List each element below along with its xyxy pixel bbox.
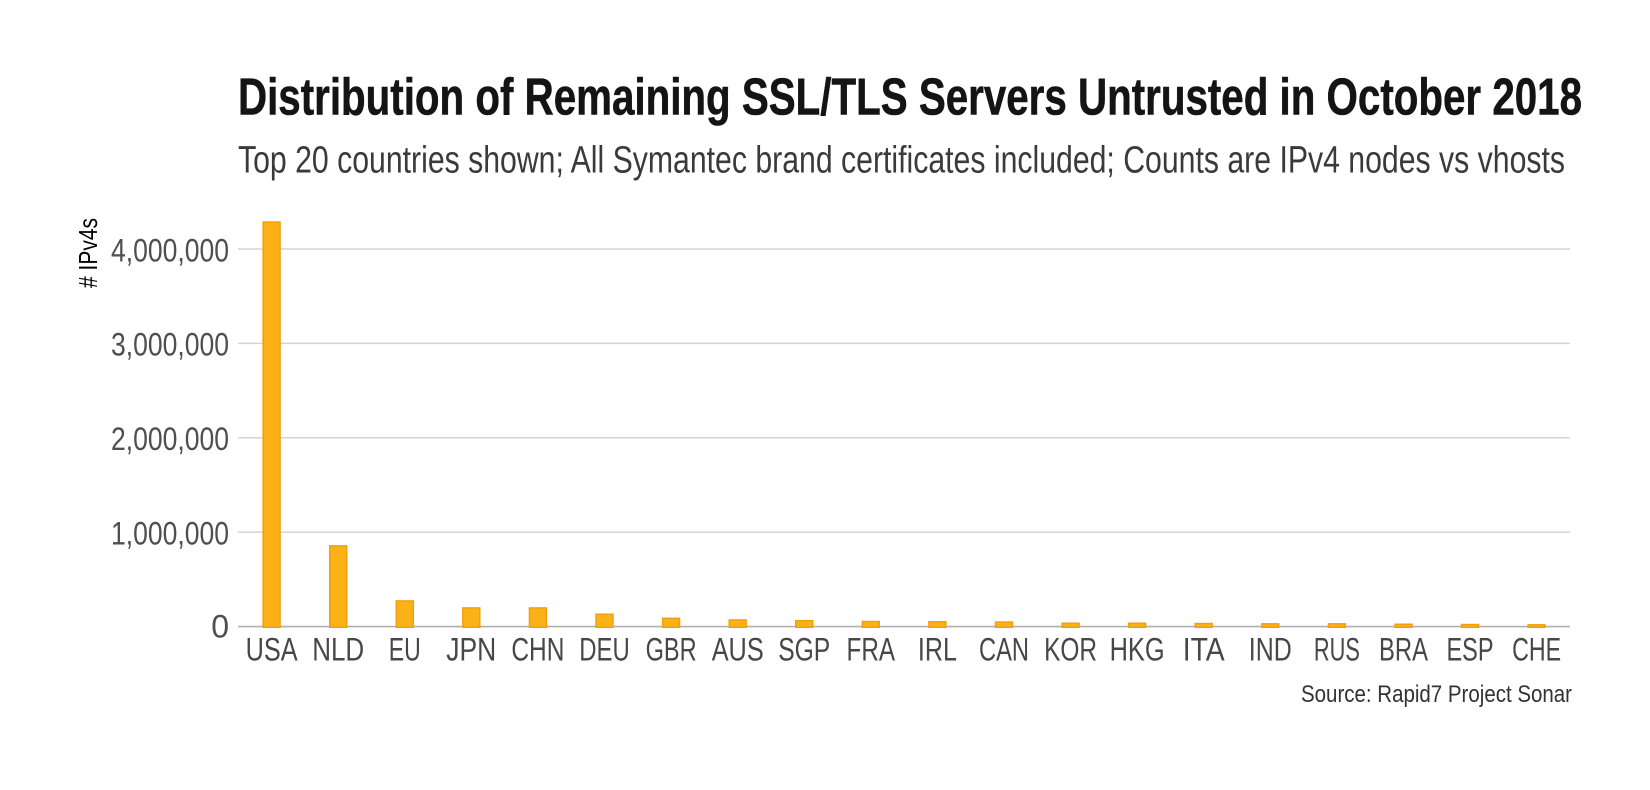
- svg-text:BRA: BRA: [1379, 632, 1428, 668]
- svg-text:CAN: CAN: [979, 632, 1029, 668]
- svg-text:HKG: HKG: [1110, 632, 1165, 668]
- svg-text:FRA: FRA: [847, 632, 896, 668]
- svg-text:# IPv4s: # IPv4s: [73, 218, 103, 288]
- svg-text:IRL: IRL: [918, 632, 957, 668]
- svg-text:GBR: GBR: [646, 632, 697, 668]
- svg-text:Top 20 countries shown; All Sy: Top 20 countries shown; All Symantec bra…: [238, 140, 1565, 182]
- svg-text:0: 0: [211, 609, 229, 645]
- svg-text:3,000,000: 3,000,000: [111, 327, 229, 363]
- svg-text:Source: Rapid7 Project Sonar: Source: Rapid7 Project Sonar: [1301, 681, 1572, 708]
- svg-text:Distribution of Remaining SSL/: Distribution of Remaining SSL/TLS Server…: [238, 68, 1582, 126]
- svg-text:EU: EU: [389, 632, 421, 668]
- svg-text:USA: USA: [246, 632, 299, 668]
- svg-text:JPN: JPN: [446, 632, 496, 668]
- svg-text:NLD: NLD: [312, 632, 364, 668]
- svg-text:AUS: AUS: [712, 632, 764, 668]
- svg-text:ESP: ESP: [1447, 632, 1494, 668]
- svg-text:KOR: KOR: [1044, 632, 1097, 668]
- svg-text:2,000,000: 2,000,000: [111, 421, 229, 457]
- svg-text:DEU: DEU: [579, 632, 630, 668]
- svg-text:4,000,000: 4,000,000: [111, 232, 229, 268]
- svg-text:CHN: CHN: [511, 632, 564, 668]
- svg-text:RUS: RUS: [1314, 632, 1360, 668]
- svg-text:IND: IND: [1249, 632, 1292, 668]
- svg-text:SGP: SGP: [778, 632, 830, 668]
- svg-text:ITA: ITA: [1183, 632, 1226, 668]
- svg-text:1,000,000: 1,000,000: [111, 515, 229, 551]
- svg-text:CHE: CHE: [1512, 632, 1561, 668]
